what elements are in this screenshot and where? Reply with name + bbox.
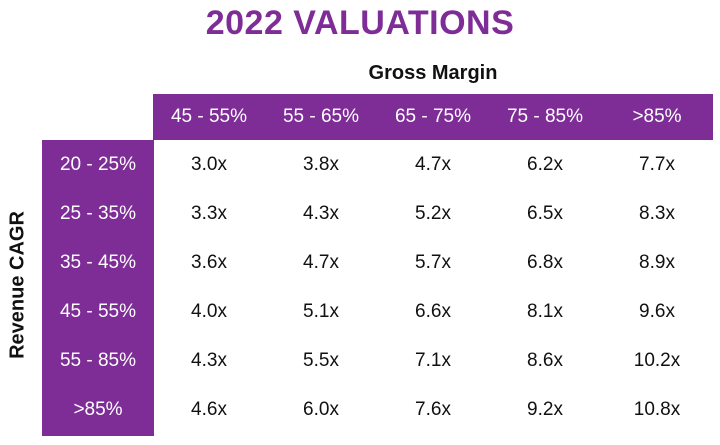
table-cell: 6.8x [527,252,563,273]
table-cell: 4.3x [303,203,339,224]
table-cell: 7.6x [415,399,451,420]
column-header: 75 - 85% [506,106,584,127]
table-cell: 5.5x [303,350,339,371]
column-header-band [153,94,713,140]
table-cell: 5.1x [303,301,339,322]
table-cell: 6.5x [527,203,563,224]
column-header: 65 - 75% [394,106,472,127]
table-cell: 7.7x [639,154,675,175]
table-cell: 3.8x [303,154,339,175]
table-cell: 6.2x [527,154,563,175]
row-header: 35 - 45% [59,252,137,273]
table-cell: 3.3x [191,203,227,224]
column-axis-title: Gross Margin [368,62,498,84]
table-cell: 4.0x [191,301,227,322]
table-cell: 8.3x [639,203,675,224]
table-cell: 8.6x [527,350,563,371]
table-cell: 6.0x [303,399,339,420]
chart-title: 2022 VALUATIONS [205,4,515,42]
table-cell: 5.7x [415,252,451,273]
column-header: 55 - 65% [282,106,360,127]
table-cell: 3.6x [191,252,227,273]
table-cell: 9.2x [527,399,563,420]
table-cell: 3.0x [191,154,227,175]
row-header: 20 - 25% [59,154,137,175]
table-cell: 4.3x [191,350,227,371]
column-header: 45 - 55% [170,106,248,127]
row-header: >85% [73,399,123,420]
row-header: 45 - 55% [59,301,137,322]
table-cell: 10.2x [633,350,681,371]
table-cell: 10.8x [633,399,681,420]
row-header: 55 - 85% [59,350,137,371]
table-cell: 9.6x [639,301,675,322]
table-cell: 4.6x [191,399,227,420]
column-header: >85% [632,106,682,127]
row-header-band [42,140,154,436]
table-cell: 6.6x [415,301,451,322]
table-cell: 8.9x [639,252,675,273]
row-axis-title: Revenue CAGR [6,211,29,359]
table-cell: 7.1x [415,350,451,371]
table-cell: 8.1x [527,301,563,322]
row-header: 25 - 35% [59,203,137,224]
table-cell: 5.2x [415,203,451,224]
table-cell: 4.7x [415,154,451,175]
table-cell: 4.7x [303,252,339,273]
